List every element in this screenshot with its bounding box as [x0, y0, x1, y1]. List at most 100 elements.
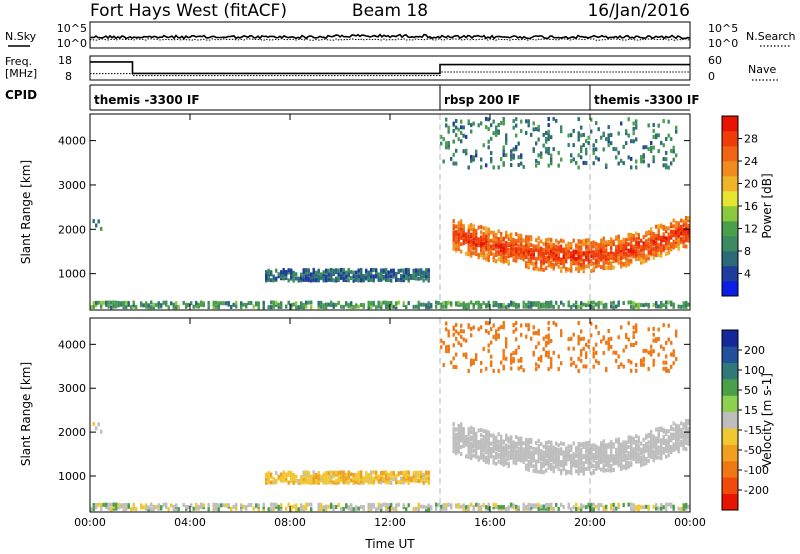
power-cell [617, 243, 620, 247]
power-cell [652, 252, 655, 257]
power-cell [452, 239, 455, 244]
power-cell [530, 247, 533, 252]
velocity-cell [650, 437, 653, 442]
velocity-cell [555, 459, 558, 464]
power-cell [535, 158, 538, 163]
power-cell [615, 155, 618, 160]
velocity-cell [460, 422, 463, 427]
power-cell [510, 153, 513, 158]
power-cell [537, 160, 540, 165]
velocity-cell [150, 507, 153, 512]
velocity-cell [215, 506, 218, 511]
power-cell [607, 143, 610, 148]
velocity-cell [595, 324, 598, 329]
velocity-cell [562, 457, 565, 462]
power-cell [467, 229, 470, 234]
power-cell [490, 244, 493, 249]
power-cell [332, 278, 335, 283]
power-cell [500, 303, 503, 307]
velocity-cell [427, 507, 430, 512]
power-cell [607, 258, 610, 263]
velocity-cell [507, 456, 510, 461]
power-cell [377, 304, 380, 309]
velocity-cell [642, 448, 645, 453]
velocity-cell [652, 454, 655, 459]
power-cell [392, 304, 395, 309]
velocity-cell [347, 504, 350, 509]
velocity-cell [485, 439, 488, 444]
power-cell [595, 147, 598, 152]
y-tick-label: 3000 [58, 382, 86, 395]
power-cell [465, 305, 468, 310]
power-cell [582, 242, 585, 247]
power-cell [457, 300, 460, 305]
velocity-cell [550, 440, 553, 445]
velocity-cell [510, 449, 513, 454]
velocity-cell [607, 342, 610, 347]
velocity-cell [472, 361, 475, 365]
velocity-cell [522, 447, 525, 452]
velocity-cell [542, 450, 545, 455]
velocity-cell [652, 458, 655, 463]
power-cell [240, 301, 243, 306]
power-cell [535, 266, 538, 271]
velocity-cell [670, 437, 673, 442]
velocity-cell [375, 476, 378, 481]
colorbar-tick-label: 16 [744, 200, 758, 213]
velocity-cell [687, 421, 690, 426]
velocity-cell [665, 340, 668, 345]
power-cell [550, 161, 553, 166]
velocity-cell [597, 454, 600, 459]
velocity-cell [507, 450, 510, 455]
power-cell [307, 268, 310, 273]
velocity-cell [600, 467, 603, 472]
velocity-cell [197, 504, 200, 509]
power-cell [590, 129, 593, 134]
power-cell [332, 302, 335, 307]
power-cell [282, 268, 285, 272]
power-cell [390, 304, 393, 309]
power-cell [577, 249, 580, 254]
power-cell [547, 256, 550, 261]
velocity-cell [647, 449, 650, 454]
velocity-cell [512, 460, 515, 465]
power-cell [510, 246, 513, 251]
power-cell [325, 274, 328, 279]
colorbar-segment [722, 379, 738, 396]
velocity-cell [520, 442, 523, 447]
power-cell [452, 219, 455, 224]
velocity-cell [520, 449, 523, 454]
velocity-cell [545, 440, 548, 445]
velocity-cell [532, 331, 535, 336]
velocity-cell [425, 478, 428, 483]
velocity-cell [542, 470, 545, 475]
velocity-cell [490, 327, 493, 332]
power-cell [617, 248, 620, 253]
power-cell [545, 149, 548, 154]
power-cell [620, 264, 623, 269]
velocity-cell [650, 444, 653, 448]
power-cell [685, 236, 688, 241]
power-cell [545, 137, 548, 141]
power-cell [342, 268, 345, 272]
power-cell [617, 161, 620, 166]
velocity-cell [510, 352, 513, 357]
power-cell [555, 252, 558, 257]
velocity-cell [152, 504, 155, 509]
power-cell [355, 303, 358, 308]
power-cell [687, 218, 690, 223]
power-cell [482, 232, 485, 237]
velocity-cell [545, 502, 548, 507]
plot-title: Fort Hays West (fitACF) [90, 1, 287, 21]
velocity-cell [352, 481, 355, 485]
power-cell [670, 229, 673, 234]
power-cell [442, 301, 445, 306]
velocity-cell [685, 439, 688, 444]
velocity-cell [402, 503, 405, 508]
velocity-cell [532, 503, 535, 508]
velocity-cell [580, 458, 583, 463]
velocity-cell [582, 465, 585, 470]
velocity-cell [535, 345, 538, 350]
velocity-cell [657, 431, 660, 436]
velocity-cell [635, 444, 638, 449]
